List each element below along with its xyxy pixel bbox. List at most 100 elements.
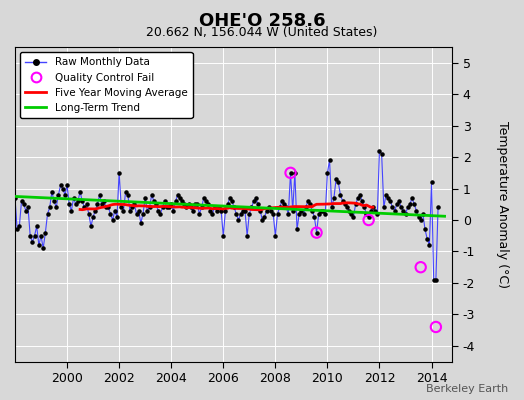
Point [122,188,130,195]
Point [421,226,429,233]
Point [321,210,330,217]
Point [119,207,128,214]
Point [102,204,111,211]
Point [434,204,442,211]
Point [352,201,360,208]
Point [171,198,180,204]
Point [30,232,39,239]
Point [26,232,35,239]
Point [191,201,199,208]
Point [21,207,30,214]
Point [189,207,197,214]
Point [330,195,338,201]
Point [332,176,340,182]
Point [39,245,47,252]
Point [343,204,351,211]
Point [162,204,171,211]
Point [63,182,71,189]
Point [316,207,325,214]
Point [417,217,425,223]
Point [247,204,256,211]
Point [41,230,50,236]
Point [367,207,375,214]
Point [13,226,21,233]
Point [428,179,436,186]
Point [308,207,316,214]
Point [312,230,321,236]
Point [108,217,117,223]
Point [206,207,214,214]
Point [432,324,440,330]
Point [59,185,67,192]
Point [82,201,91,208]
Point [301,204,310,211]
Point [319,207,328,214]
Point [117,204,125,211]
Point [128,204,136,211]
Point [35,242,43,248]
Point [145,204,154,211]
Point [228,198,236,204]
Point [293,226,301,233]
Point [419,210,427,217]
Point [379,204,388,211]
Point [356,192,364,198]
Point [200,195,208,201]
Point [37,232,45,239]
Point [195,210,204,217]
Point [360,204,368,211]
Point [217,207,225,214]
Point [187,204,195,211]
Point [46,204,54,211]
Point [19,201,28,208]
Point [336,192,345,198]
Point [87,223,95,230]
Point [165,204,173,211]
Point [254,201,262,208]
Point [425,242,433,248]
Point [373,210,381,217]
Point [67,207,75,214]
Point [213,207,221,214]
Point [249,198,258,204]
Point [280,201,288,208]
Point [15,223,24,230]
Point [113,214,121,220]
Point [395,198,403,204]
Point [310,214,319,220]
Text: OHE'O 258.6: OHE'O 258.6 [199,12,325,30]
Point [95,192,104,198]
Point [204,201,212,208]
Point [414,214,423,220]
Point [74,198,82,204]
Point [312,230,321,236]
Point [269,210,277,217]
Point [384,195,392,201]
Point [334,179,343,186]
Point [178,198,186,204]
Point [274,210,282,217]
Point [369,204,377,211]
Point [193,201,201,208]
Point [28,239,37,245]
Point [93,201,102,208]
Point [243,232,252,239]
Point [432,276,440,283]
Point [392,201,401,208]
Point [323,170,332,176]
Point [377,151,386,157]
Point [386,198,395,204]
Point [137,220,145,226]
Point [295,210,303,217]
Point [100,198,108,204]
Point [124,192,132,198]
Point [234,217,243,223]
Point [390,207,399,214]
Legend: Raw Monthly Data, Quality Control Fail, Five Year Moving Average, Long-Term Tren: Raw Monthly Data, Quality Control Fail, … [20,52,192,118]
Point [24,204,32,211]
Point [289,207,297,214]
Point [211,204,219,211]
Point [147,192,156,198]
Text: Berkeley Earth: Berkeley Earth [426,384,508,394]
Point [32,223,41,230]
